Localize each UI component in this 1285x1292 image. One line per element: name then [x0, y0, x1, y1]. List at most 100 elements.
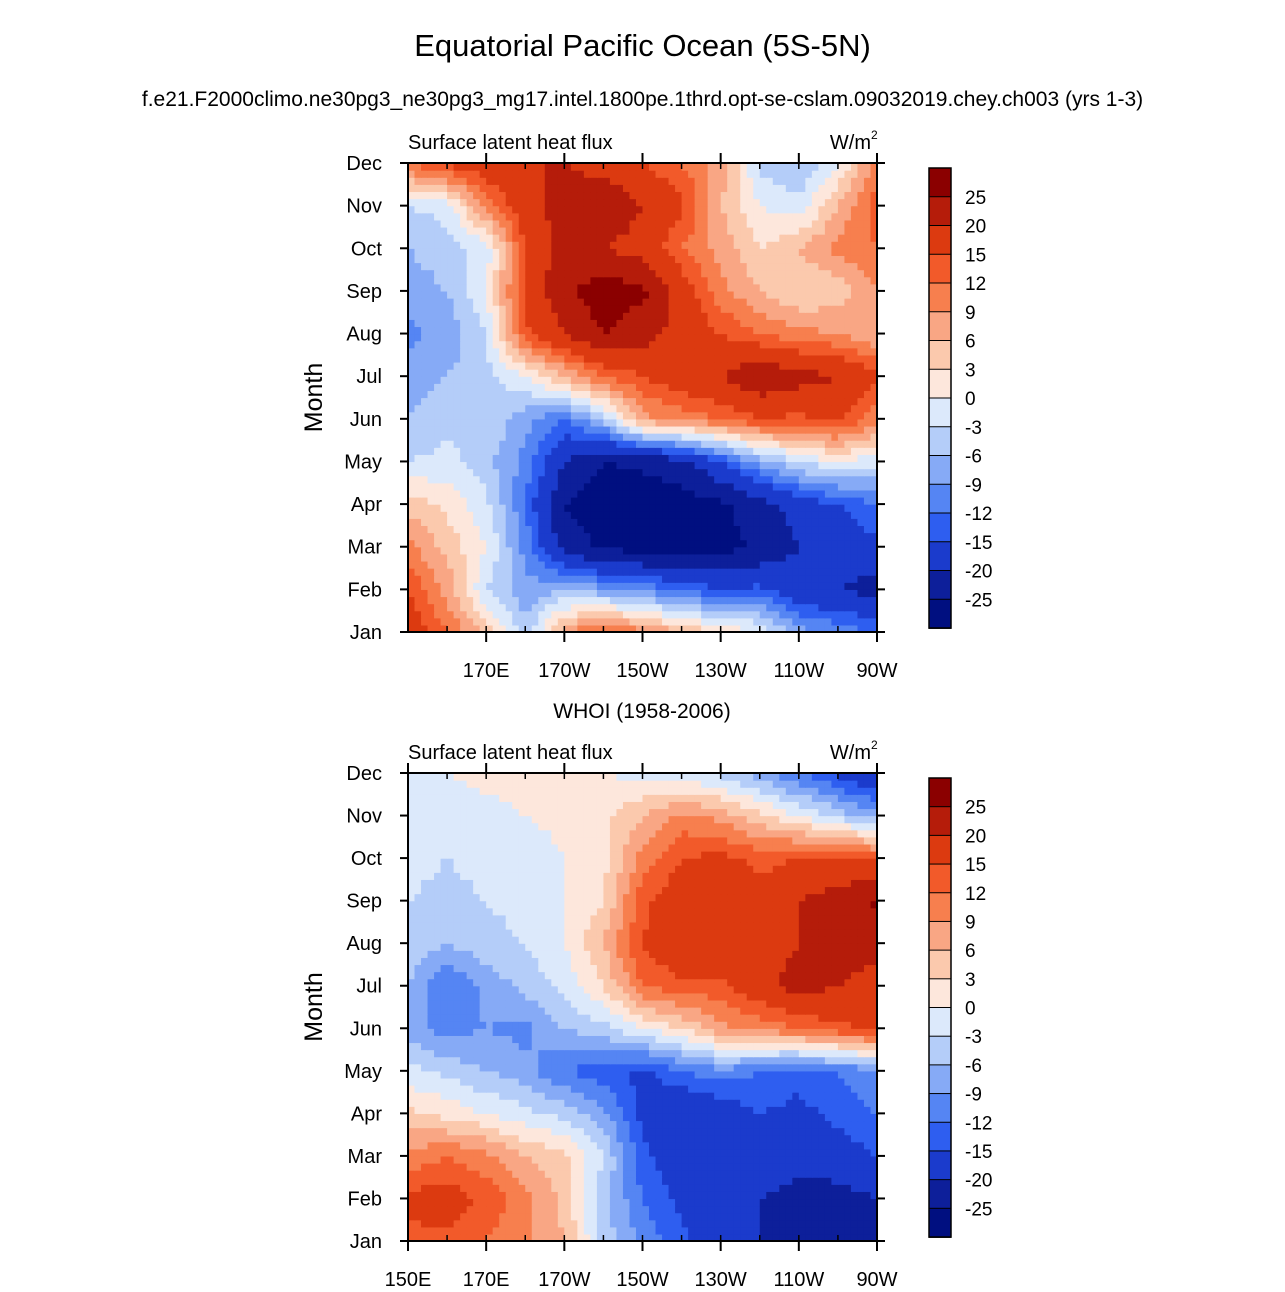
- heatmap-cell: [668, 198, 676, 207]
- heatmap-cell: [792, 546, 800, 555]
- heatmap-cell: [831, 241, 839, 249]
- heatmap-cell: [837, 447, 846, 455]
- heatmap-cell: [844, 369, 852, 377]
- heatmap-cell: [635, 354, 644, 363]
- heatmap-cell: [857, 369, 865, 377]
- heatmap-cell: [863, 1233, 872, 1242]
- heatmap-cell: [421, 290, 429, 299]
- heatmap-cell: [479, 262, 487, 271]
- heatmap-cell: [622, 546, 631, 555]
- heatmap-cell: [857, 617, 865, 626]
- heatmap-cell: [622, 596, 631, 605]
- heatmap-cell: [590, 212, 598, 221]
- heatmap-cell: [544, 440, 552, 448]
- heatmap-cell: [538, 468, 546, 477]
- colorbar-label: 15: [965, 245, 986, 266]
- heatmap-cell: [824, 191, 832, 200]
- heatmap-cell: [772, 219, 780, 228]
- heatmap-cell: [662, 489, 670, 498]
- heatmap-cell: [707, 234, 715, 242]
- heatmap-cell: [596, 404, 605, 413]
- heatmap-cell: [694, 184, 702, 193]
- heatmap-cell: [440, 553, 448, 562]
- heatmap-cell: [675, 191, 683, 200]
- heatmap-cell: [720, 255, 728, 264]
- heatmap-cell: [753, 539, 761, 548]
- heatmap-cell: [473, 326, 481, 335]
- heatmap-cell: [720, 496, 728, 505]
- heatmap-cell: [844, 624, 852, 633]
- heatmap-cell: [642, 440, 650, 448]
- heatmap-cell: [694, 603, 702, 612]
- heatmap-cell: [629, 518, 637, 527]
- heatmap-cell: [720, 546, 728, 555]
- heatmap-cell: [857, 596, 865, 605]
- heatmap-cell: [675, 596, 683, 605]
- heatmap-cell: [518, 248, 526, 256]
- heatmap-cell: [525, 177, 533, 185]
- heatmap-cell: [518, 163, 526, 171]
- heatmap-cell: [844, 376, 852, 384]
- heatmap-cell: [434, 390, 442, 399]
- heatmap-cell: [642, 319, 650, 328]
- heatmap-cell: [557, 560, 565, 569]
- heatmap-cell: [414, 226, 422, 235]
- heatmap-cell: [701, 312, 709, 320]
- heatmap-cell: [447, 440, 455, 448]
- heatmap-cell: [460, 333, 468, 342]
- heatmap-cell: [863, 525, 872, 534]
- heatmap-cell: [590, 248, 598, 256]
- heatmap-cell: [727, 482, 735, 491]
- heatmap-cell: [583, 418, 591, 427]
- heatmap-cell: [486, 219, 494, 228]
- heatmap-cell: [824, 340, 832, 349]
- heatmap-cell: [616, 610, 624, 619]
- heatmap-cell: [518, 205, 526, 214]
- heatmap-cell: [609, 546, 618, 555]
- heatmap-cell: [453, 241, 461, 249]
- heatmap-cell: [512, 283, 520, 292]
- heatmap-cell: [811, 461, 819, 470]
- heatmap-cell: [460, 433, 468, 441]
- heatmap-cell: [733, 383, 741, 391]
- heatmap-cell: [766, 568, 774, 576]
- heatmap-cell: [863, 333, 872, 342]
- heatmap-cell: [518, 468, 526, 477]
- heatmap-cell: [818, 276, 826, 285]
- heatmap-cell: [473, 454, 481, 463]
- heatmap-cell: [642, 191, 650, 200]
- heatmap-cell: [818, 376, 826, 384]
- heatmap-cell: [551, 340, 559, 349]
- heatmap-cell: [675, 582, 683, 590]
- heatmap-cell: [772, 269, 780, 278]
- heatmap-cell: [811, 163, 819, 171]
- heatmap-cell: [688, 511, 696, 519]
- heatmap-cell: [779, 347, 787, 356]
- heatmap-cell: [557, 568, 565, 576]
- heatmap-cell: [434, 1226, 442, 1235]
- heatmap-cell: [655, 433, 663, 441]
- heatmap-cell: [453, 184, 461, 193]
- heatmap-cell: [759, 170, 767, 178]
- heatmap-cell: [655, 440, 663, 448]
- heatmap-cell: [824, 553, 832, 562]
- heatmap-cell: [831, 226, 839, 235]
- heatmap-cell: [427, 198, 435, 207]
- heatmap-cell: [694, 518, 702, 527]
- heatmap-cell: [694, 440, 702, 448]
- heatmap-cell: [811, 219, 819, 228]
- heatmap-cell: [466, 262, 474, 271]
- heatmap-cell: [844, 248, 852, 256]
- heatmap-cell: [772, 496, 780, 505]
- heatmap-cell: [746, 617, 754, 626]
- heatmap-cell: [714, 205, 722, 214]
- heatmap-cell: [733, 518, 741, 527]
- heatmap-cell: [649, 496, 657, 505]
- heatmap-cell: [577, 596, 585, 605]
- heatmap-cell: [746, 184, 754, 193]
- heatmap-cell: [863, 610, 872, 619]
- heatmap-cell: [479, 532, 487, 541]
- heatmap-cell: [609, 404, 618, 413]
- heatmap-cell: [453, 482, 461, 491]
- heatmap-cell: [759, 397, 767, 406]
